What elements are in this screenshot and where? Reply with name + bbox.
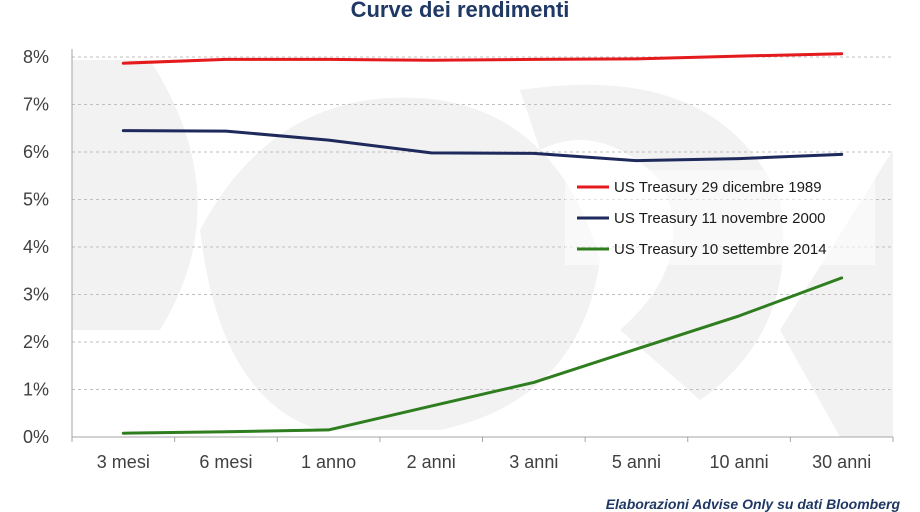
y-tick-label: 7% xyxy=(23,95,49,115)
y-tick-label: 1% xyxy=(23,380,49,400)
watermark-shape xyxy=(520,84,784,401)
legend-label: US Treasury 29 dicembre 1989 xyxy=(614,179,822,196)
watermark-shape xyxy=(72,60,198,330)
x-tick-label: 6 mesi xyxy=(199,452,252,472)
legend-label: US Treasury 10 settembre 2014 xyxy=(614,241,827,258)
x-tick-label: 3 anni xyxy=(509,452,558,472)
y-tick-label: 6% xyxy=(23,142,49,162)
legend-label: US Treasury 11 novembre 2000 xyxy=(614,210,826,227)
legend-box xyxy=(565,170,875,265)
series-line xyxy=(121,52,844,65)
y-tick-label: 0% xyxy=(23,427,49,447)
x-tick-label: 2 anni xyxy=(407,452,456,472)
x-tick-label: 3 mesi xyxy=(97,452,150,472)
y-tick-label: 8% xyxy=(23,47,49,67)
grid-lines: 0% 1% 2% 3% 4% 5% 6% 7% 8% xyxy=(23,47,893,447)
x-tick-label: 5 anni xyxy=(612,452,661,472)
y-tick-label: 4% xyxy=(23,237,49,257)
y-tick-label: 2% xyxy=(23,332,49,352)
y-tick-label: 3% xyxy=(23,285,49,305)
axes: 3 mesi 6 mesi 1 anno 2 anni 3 anni 5 anni 10 a… xyxy=(71,49,894,472)
legend: US Treasury 29 dicembre 1989 US Treasury … xyxy=(565,170,875,265)
x-tick-label: 1 anno xyxy=(301,452,356,472)
chart-title: Curve dei rendimenti xyxy=(350,0,570,22)
series-line xyxy=(121,129,844,163)
x-tick-label: 30 anni xyxy=(812,452,871,472)
watermark-shape xyxy=(200,97,600,430)
series-lines xyxy=(121,52,844,435)
source-note: Elaborazioni Advise Only su dati Bloombe… xyxy=(605,496,900,512)
y-tick-label: 5% xyxy=(23,190,49,210)
series-line xyxy=(121,276,844,435)
x-tick-label: 10 anni xyxy=(710,452,769,472)
